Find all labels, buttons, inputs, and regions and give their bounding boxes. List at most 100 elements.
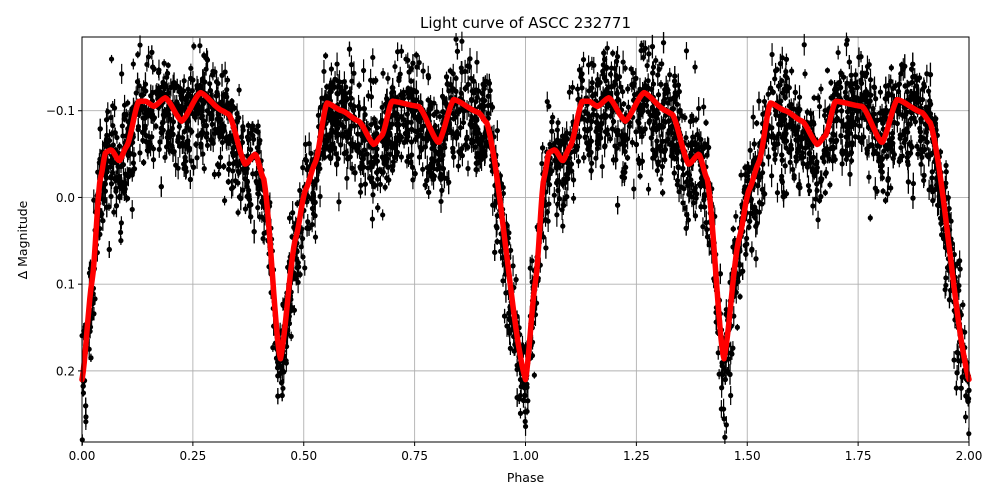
data-point <box>645 63 650 68</box>
data-point <box>951 357 956 362</box>
data-point <box>329 66 334 71</box>
data-point <box>878 90 883 95</box>
data-point <box>323 53 328 58</box>
data-point <box>380 212 385 217</box>
data-point <box>802 71 807 76</box>
data-point <box>646 187 651 192</box>
data-point <box>810 203 815 208</box>
data-point <box>523 424 528 429</box>
data-point <box>237 87 242 92</box>
data-point <box>137 150 142 155</box>
data-point <box>880 189 885 194</box>
data-point <box>831 146 836 151</box>
data-point <box>623 66 628 71</box>
data-point <box>614 91 619 96</box>
data-point <box>177 124 182 129</box>
data-point <box>769 52 774 57</box>
data-point <box>827 182 832 187</box>
data-point <box>570 85 575 90</box>
data-point <box>656 92 661 97</box>
data-point <box>560 224 565 229</box>
data-point <box>963 414 968 419</box>
data-point <box>500 278 505 283</box>
data-point <box>722 435 727 440</box>
data-point <box>873 96 878 101</box>
data-point <box>655 168 660 173</box>
data-point <box>451 154 456 159</box>
data-point <box>300 254 305 259</box>
data-point <box>135 52 140 57</box>
data-point <box>788 160 793 165</box>
data-point <box>630 70 635 75</box>
data-point <box>828 80 833 85</box>
data-point <box>837 80 842 85</box>
data-point <box>815 217 820 222</box>
data-point <box>657 67 662 72</box>
chart-title: Light curve of ASCC 232771 <box>420 14 631 32</box>
data-point <box>458 125 463 130</box>
data-point <box>255 205 260 210</box>
data-point <box>684 48 689 53</box>
data-point <box>495 128 500 133</box>
data-point <box>131 160 136 165</box>
data-point <box>456 163 461 168</box>
data-point <box>453 76 458 81</box>
data-point <box>349 62 354 67</box>
data-point <box>908 122 913 127</box>
data-point <box>334 61 339 66</box>
data-point <box>587 88 592 93</box>
data-point <box>420 167 425 172</box>
data-point <box>134 90 139 95</box>
data-point <box>789 68 794 73</box>
data-point <box>302 265 307 270</box>
data-point <box>582 127 587 132</box>
data-point <box>898 145 903 150</box>
data-point <box>523 409 528 414</box>
data-point <box>651 65 656 70</box>
data-point <box>370 55 375 60</box>
data-point <box>868 77 873 82</box>
data-point <box>581 57 586 62</box>
data-point <box>388 152 393 157</box>
data-point <box>294 276 299 281</box>
data-point <box>691 200 696 205</box>
data-point <box>380 105 385 110</box>
data-point <box>626 105 631 110</box>
data-point <box>251 137 256 142</box>
data-point <box>131 61 136 66</box>
data-point <box>868 215 873 220</box>
data-point <box>532 373 537 378</box>
data-point <box>615 54 620 59</box>
data-point <box>853 134 858 139</box>
data-point <box>197 43 202 48</box>
data-point <box>608 72 613 77</box>
data-point <box>671 106 676 111</box>
data-point <box>357 83 362 88</box>
data-point <box>719 385 724 390</box>
data-point <box>783 163 788 168</box>
data-point <box>409 139 414 144</box>
data-point <box>370 192 375 197</box>
data-point <box>621 59 626 64</box>
data-point <box>760 170 765 175</box>
data-point <box>914 77 919 82</box>
data-point <box>235 210 240 215</box>
data-point <box>399 154 404 159</box>
data-point <box>728 393 733 398</box>
data-point <box>369 94 374 99</box>
data-point <box>118 230 123 235</box>
data-point <box>772 142 777 147</box>
data-point <box>943 287 948 292</box>
data-point <box>392 64 397 69</box>
data-point <box>504 323 509 328</box>
data-point <box>605 45 610 50</box>
data-point <box>188 66 193 71</box>
data-point <box>600 164 605 169</box>
data-point <box>157 147 162 152</box>
data-point <box>111 210 116 215</box>
data-point <box>358 190 363 195</box>
data-point <box>304 158 309 163</box>
data-point <box>510 263 515 268</box>
data-point <box>872 85 877 90</box>
